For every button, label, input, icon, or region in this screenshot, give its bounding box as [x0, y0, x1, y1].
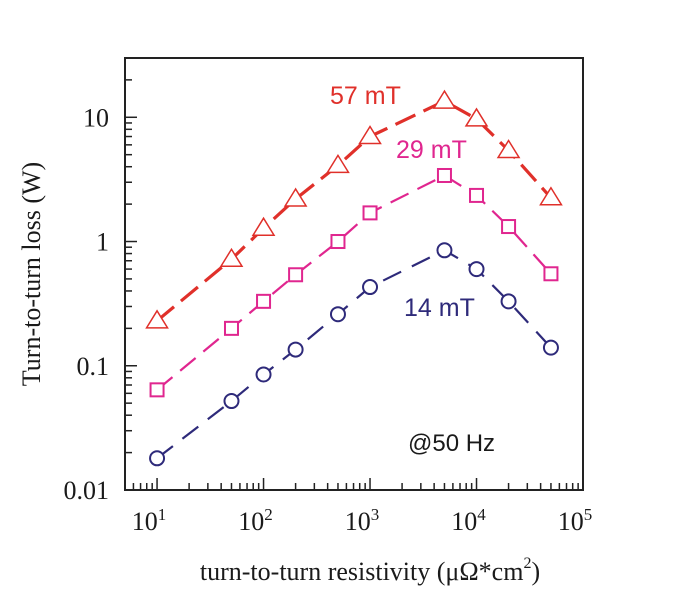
y-axis-label: Turn-to-turn loss (W): [17, 162, 46, 386]
data-point-square: [469, 187, 485, 203]
data-point-circle: [362, 279, 379, 296]
y-tick-label: 0.01: [64, 476, 110, 505]
series-line: [156, 174, 552, 391]
x-tick-exponent: 4: [477, 505, 486, 524]
data-point-circle: [468, 261, 485, 278]
x-tick-base: 10: [345, 507, 371, 536]
data-point-square: [149, 382, 165, 398]
annotation-14mt: 14 mT: [404, 294, 475, 322]
data-point-circle: [287, 341, 304, 358]
data-point-circle: [223, 393, 240, 410]
series-line: [156, 249, 552, 460]
data-point-triangle: [145, 309, 169, 329]
data-point-triangle: [358, 125, 382, 145]
series-57-mt: [145, 89, 563, 329]
x-tick-exponent: 2: [264, 505, 273, 524]
data-point-square: [543, 266, 559, 282]
x-tick-exponent: 5: [584, 505, 593, 524]
data-point-circle: [542, 339, 559, 356]
annotation-frequency: @50 Hz: [408, 430, 495, 457]
x-tick-exponent: 1: [158, 505, 167, 524]
data-point-circle: [500, 293, 517, 310]
x-axis-label-main: turn-to-turn resistivity (μΩ*cm: [200, 557, 524, 586]
annotation-29mt: 29 mT: [396, 136, 467, 164]
data-point-triangle: [539, 186, 563, 206]
data-point-circle: [329, 306, 346, 323]
data-point-square: [330, 234, 346, 250]
x-tick-exponent: 3: [371, 505, 380, 524]
y-tick-label: 0.1: [77, 352, 110, 381]
data-point-square: [501, 219, 517, 235]
x-tick-base: 10: [558, 507, 584, 536]
data-point-triangle: [251, 216, 276, 236]
data-point-triangle: [283, 187, 308, 207]
annotation-57mt: 57 mT: [330, 82, 401, 110]
x-tick-base: 10: [451, 507, 477, 536]
data-point-triangle: [432, 89, 457, 109]
data-point-square: [362, 205, 378, 221]
data-point-triangle: [464, 107, 489, 127]
x-tick-label: 101: [132, 505, 167, 536]
data-point-circle: [149, 450, 166, 467]
x-axis-label-sup: 2: [523, 555, 531, 572]
x-tick-base: 10: [132, 507, 158, 536]
y-tick-label: 10: [83, 103, 109, 132]
x-tick-label: 103: [345, 505, 380, 536]
y-tick-label: 1: [96, 228, 109, 257]
x-tick-label: 105: [558, 505, 593, 536]
data-point-square: [223, 320, 239, 336]
data-point-circle: [255, 366, 272, 383]
data-point-triangle: [496, 139, 521, 159]
x-tick-label: 104: [451, 505, 486, 536]
data-point-square: [288, 267, 304, 283]
series-14-mt: [149, 242, 559, 467]
data-point-triangle: [219, 247, 244, 267]
plot-frame: [124, 57, 584, 491]
data-point-triangle: [326, 153, 350, 174]
series-29-mt: [149, 167, 559, 398]
data-point-square: [256, 293, 272, 309]
y-tick-labels: 0.01 0.1 1 10: [64, 103, 110, 505]
data-point-circle: [436, 242, 453, 259]
x-tick-label: 102: [238, 505, 272, 536]
x-axis-label-end: ): [531, 557, 540, 586]
ticks-layer: [124, 57, 584, 491]
data-point-square: [436, 167, 452, 183]
series-line: [156, 99, 553, 323]
x-tick-labels: 101 102 103 104 105: [132, 505, 592, 536]
x-axis-label: turn-to-turn resistivity (μΩ*cm2): [200, 555, 540, 586]
x-tick-base: 10: [238, 507, 264, 536]
series-layer: [145, 89, 563, 467]
